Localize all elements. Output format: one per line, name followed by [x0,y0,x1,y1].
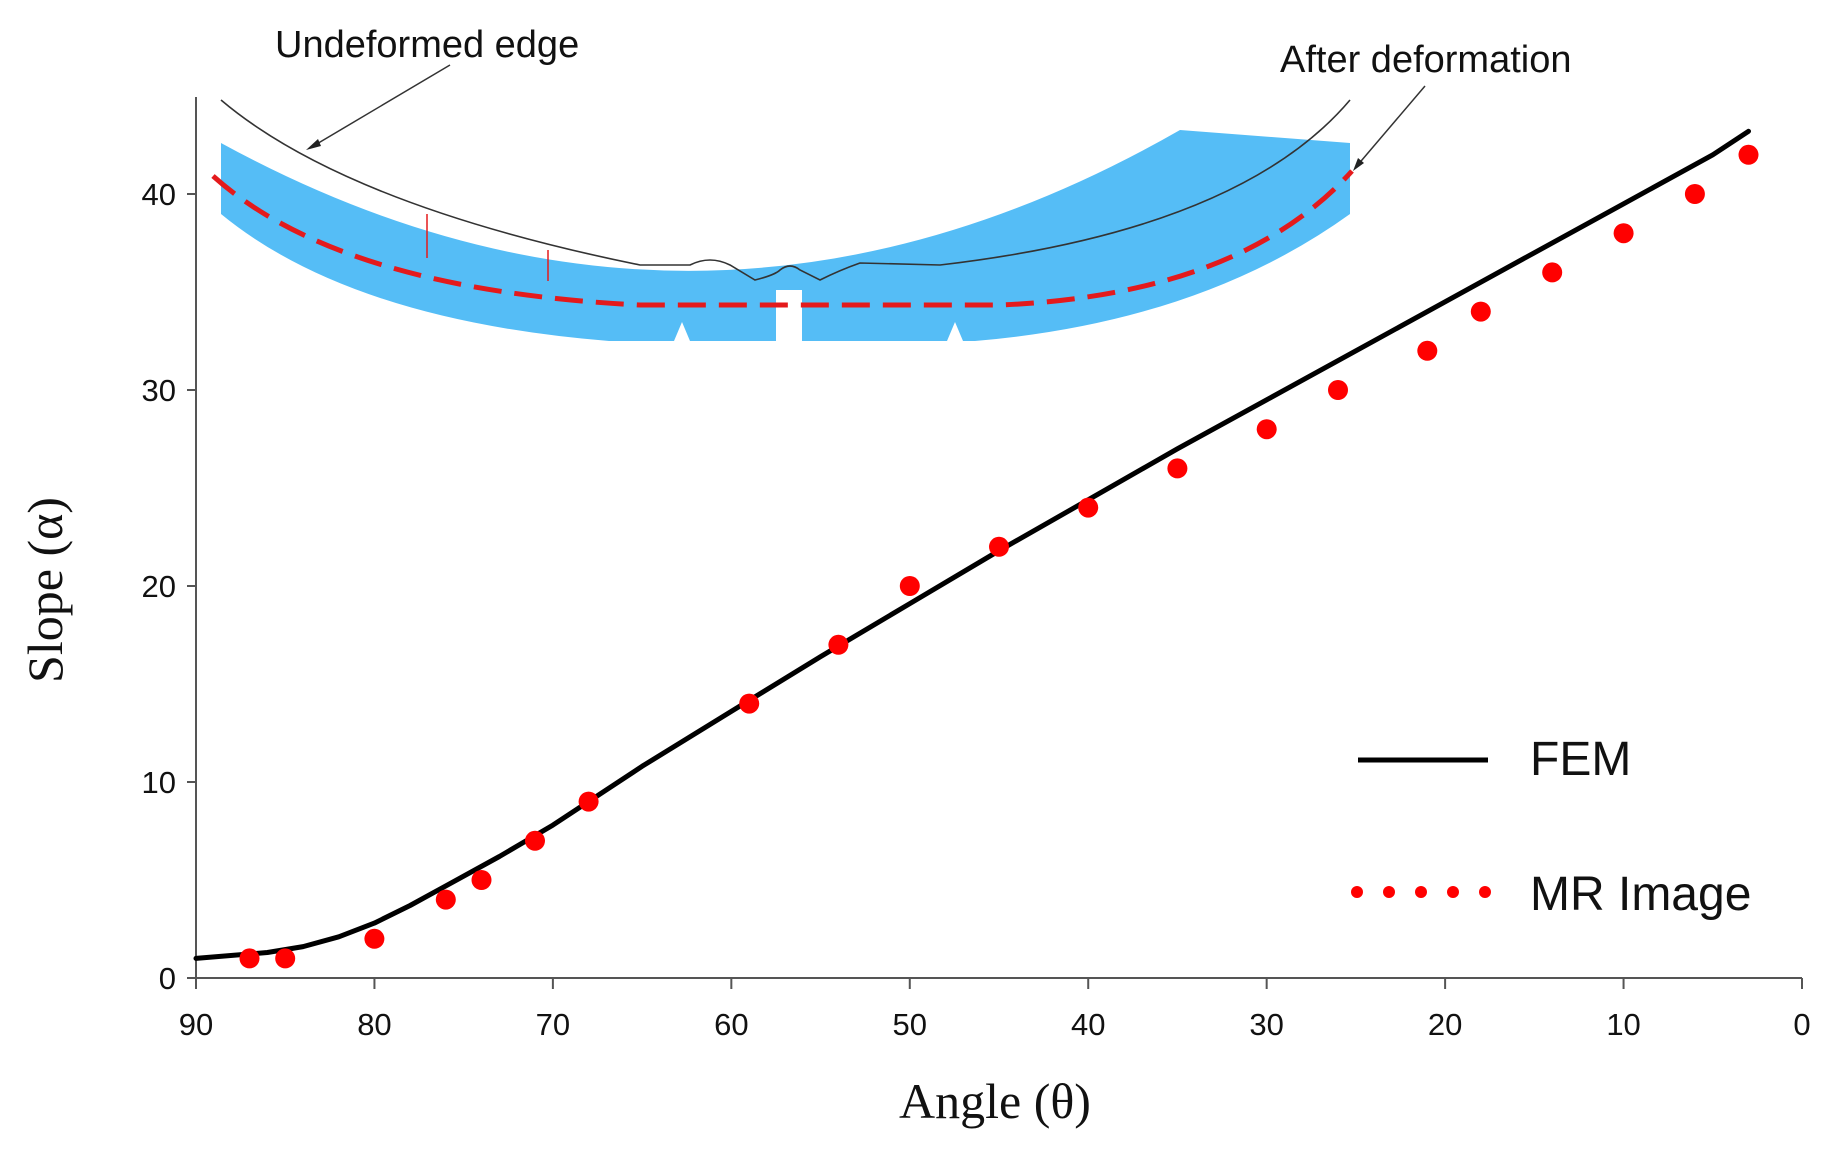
mr-image-point [578,791,599,812]
y-tick-label: 0 [159,961,176,996]
after-deformation-label: After deformation [1280,39,1571,81]
mr-image-point [239,948,260,969]
mr-image-point [1417,340,1438,361]
deformation-centerline [211,169,1354,308]
mr-image-point [1684,184,1705,204]
y-axis-title: Slope (α) [17,497,73,683]
y-tick-label: 10 [142,765,176,800]
x-tick-label: 80 [357,1007,391,1042]
x-tick-label: 60 [714,1007,748,1042]
mr-image-point [989,536,1009,557]
undeformed-edge-label: Undeformed edge [275,24,579,66]
mr-image-point [1078,497,1099,518]
mr-image-point [1470,301,1491,322]
x-tick-label: 30 [1249,1007,1283,1042]
x-tick-label: 50 [893,1007,927,1042]
mr-image-point [275,948,296,969]
undeformed-edge-arrowhead [306,139,321,150]
x-axis-title: Angle (θ) [899,1073,1091,1129]
legend-mr-image-label: MR Image [1530,868,1751,921]
after-deformation-arrowhead [1353,158,1364,171]
undeformed-edge-leader [309,64,451,149]
legend: FEM MR Image [1351,733,1751,921]
legend-fem-label: FEM [1530,733,1631,786]
after-deformation-leader [1355,85,1426,168]
deformation-inset: Undeformed edge After deformation [211,24,1571,341]
mr-image-point [1167,458,1188,479]
fem-line [193,128,1751,961]
x-tick-label: 10 [1606,1007,1640,1042]
fem-series [193,128,1751,961]
x-tick-label: 40 [1071,1007,1105,1042]
mr-image-series [239,144,1759,969]
mr-image-point [899,576,920,596]
undeformed-edge-curve [220,99,1351,281]
mr-image-point [1542,262,1563,283]
y-tick-label: 30 [142,373,176,408]
mr-image-point [435,889,456,910]
mr-image-point [471,870,492,890]
x-tick-label: 20 [1428,1007,1462,1042]
mr-image-point [739,693,760,714]
mr-image-point [1738,144,1759,165]
mr-image-point [828,634,849,655]
x-tick-label: 90 [179,1007,213,1042]
y-ticks: 0 10 20 30 40 [142,177,196,996]
mr-image-point [364,928,385,949]
mr-image-point [1613,223,1634,244]
y-tick-label: 40 [142,177,176,212]
x-ticks: 90 80 70 60 50 40 30 20 10 0 [179,978,1811,1042]
after-deformation-band [221,130,1350,341]
mr-image-point [525,830,545,851]
x-tick-label: 70 [536,1007,570,1042]
x-tick-label: 0 [1793,1007,1810,1042]
mr-image-point [1256,419,1277,440]
axes [195,97,1802,979]
legend-mr-image-swatch [1351,886,1491,898]
mr-image-point [1328,380,1348,400]
y-tick-label: 20 [142,569,176,604]
